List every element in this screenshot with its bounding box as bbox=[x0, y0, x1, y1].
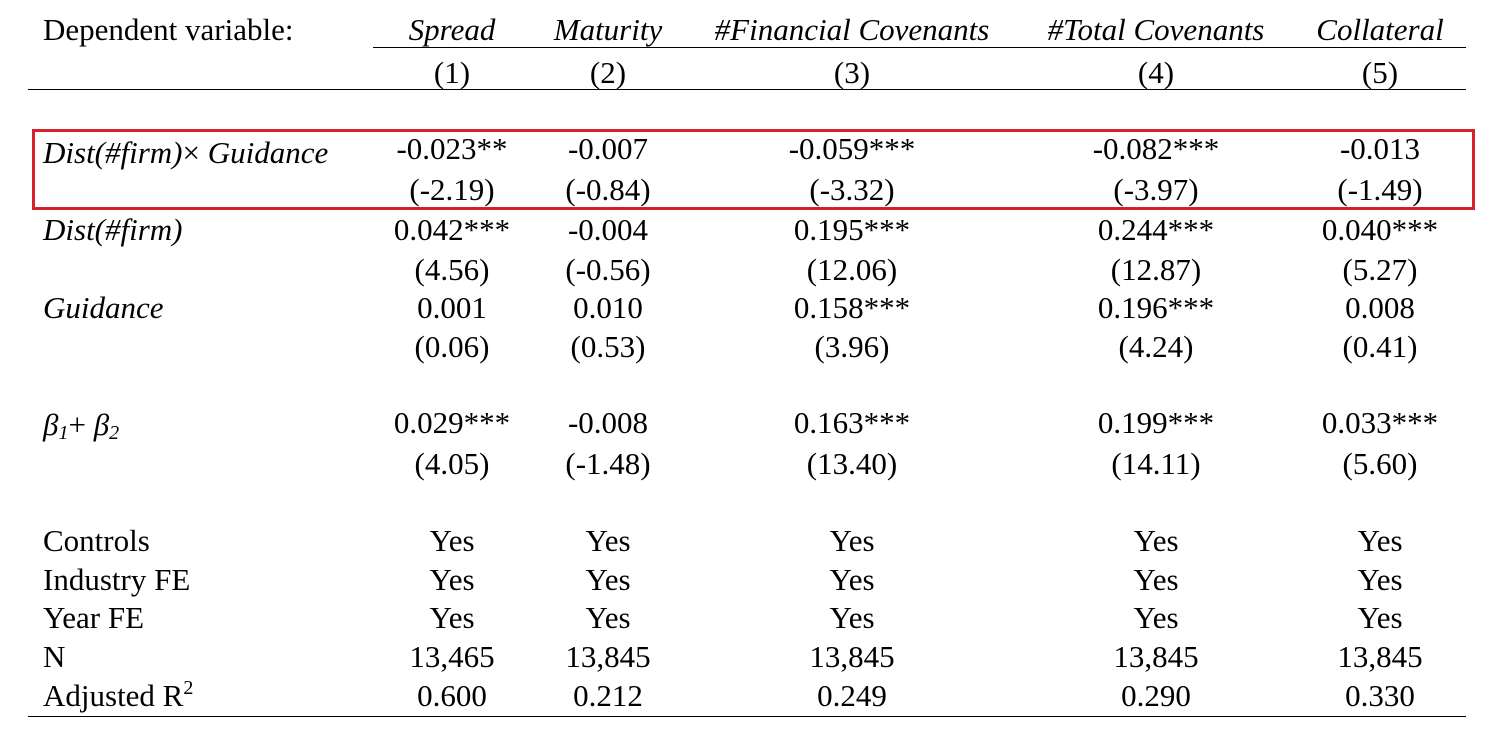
interaction-tstat-4: (-3.97) bbox=[1113, 172, 1199, 207]
row-label-adjusted-r2: Adjusted R2 bbox=[43, 677, 194, 713]
dist-tstat-4: (12.87) bbox=[1110, 252, 1202, 287]
beta-sum-tstat-4: (14.11) bbox=[1111, 446, 1201, 481]
adj-r2-value-4: 0.290 bbox=[1121, 678, 1191, 713]
table-top-rule bbox=[28, 89, 1466, 90]
column-header-maturity: Maturity bbox=[553, 12, 663, 47]
adj-r2-value-1: 0.600 bbox=[417, 678, 487, 713]
row-label-dist: Dist(#firm) bbox=[43, 212, 183, 247]
year-fe-value-2: Yes bbox=[585, 600, 631, 635]
adjusted-r-superscript: 2 bbox=[183, 677, 194, 699]
highlight-box bbox=[32, 129, 1475, 210]
beta-1-subscript: 1 bbox=[58, 422, 69, 444]
industry-fe-value-5: Yes bbox=[1357, 562, 1403, 597]
interaction-coef-2: -0.007 bbox=[567, 131, 649, 166]
beta-sum-coef-4: 0.199*** bbox=[1097, 405, 1215, 440]
controls-value-2: Yes bbox=[585, 523, 631, 558]
column-number-5: (5) bbox=[1361, 55, 1399, 90]
beta-plus: + bbox=[68, 407, 94, 442]
year-fe-value-1: Yes bbox=[429, 600, 475, 635]
dist-coef-5: 0.040*** bbox=[1321, 212, 1439, 247]
beta-sum-tstat-1: (4.05) bbox=[414, 446, 490, 481]
beta-sum-coef-5: 0.033*** bbox=[1321, 405, 1439, 440]
interaction-coef-4: -0.082*** bbox=[1092, 131, 1220, 166]
guidance-tstat-1: (0.06) bbox=[414, 329, 490, 364]
column-header-total-covenants: #Total Covenants bbox=[1047, 12, 1265, 47]
beta-sum-coef-2: -0.008 bbox=[567, 405, 649, 440]
row-label-n: N bbox=[43, 639, 66, 674]
beta-sum-coef-1: 0.029*** bbox=[393, 405, 511, 440]
dist-coef-1: 0.042*** bbox=[393, 212, 511, 247]
adj-r2-value-2: 0.212 bbox=[573, 678, 643, 713]
interaction-coef-3: -0.059*** bbox=[788, 131, 916, 166]
column-header-collateral: Collateral bbox=[1316, 12, 1444, 47]
guidance-coef-3: 0.158*** bbox=[793, 290, 911, 325]
dist-tstat-5: (5.27) bbox=[1342, 252, 1418, 287]
interaction-tstat-2: (-0.84) bbox=[565, 172, 651, 207]
interaction-label-guidance: Guidance bbox=[199, 135, 329, 170]
year-fe-value-5: Yes bbox=[1357, 600, 1403, 635]
guidance-tstat-3: (3.96) bbox=[814, 329, 890, 364]
guidance-tstat-4: (4.24) bbox=[1118, 329, 1194, 364]
row-label-interaction: Dist(#firm)× Guidance bbox=[43, 137, 328, 168]
dist-coef-2: -0.004 bbox=[567, 212, 649, 247]
dist-coef-4: 0.244*** bbox=[1097, 212, 1215, 247]
adj-r2-value-5: 0.330 bbox=[1345, 678, 1415, 713]
guidance-coef-2: 0.010 bbox=[573, 290, 643, 325]
interaction-label-dist: Dist(#firm) bbox=[43, 135, 183, 170]
adjusted-r-text: Adjusted R bbox=[43, 678, 184, 713]
row-label-industry-fe: Industry FE bbox=[43, 562, 191, 597]
year-fe-value-4: Yes bbox=[1133, 600, 1179, 635]
guidance-coef-5: 0.008 bbox=[1345, 290, 1415, 325]
interaction-label-times: × bbox=[182, 135, 200, 170]
industry-fe-value-2: Yes bbox=[585, 562, 631, 597]
guidance-tstat-2: (0.53) bbox=[570, 329, 646, 364]
dependent-variable-label: Dependent variable: bbox=[43, 12, 294, 47]
column-number-1: (1) bbox=[433, 55, 471, 90]
column-number-4: (4) bbox=[1137, 55, 1175, 90]
controls-value-4: Yes bbox=[1133, 523, 1179, 558]
dist-tstat-2: (-0.56) bbox=[565, 252, 651, 287]
beta-1-symbol: β bbox=[43, 407, 59, 442]
year-fe-value-3: Yes bbox=[829, 600, 875, 635]
interaction-coef-5: -0.013 bbox=[1339, 131, 1421, 166]
n-value-2: 13,845 bbox=[565, 639, 651, 674]
controls-value-1: Yes bbox=[429, 523, 475, 558]
interaction-tstat-5: (-1.49) bbox=[1337, 172, 1423, 207]
dist-coef-3: 0.195*** bbox=[793, 212, 911, 247]
n-value-1: 13,465 bbox=[409, 639, 495, 674]
adj-r2-value-3: 0.249 bbox=[817, 678, 887, 713]
guidance-tstat-5: (0.41) bbox=[1342, 329, 1418, 364]
beta-sum-tstat-2: (-1.48) bbox=[565, 446, 651, 481]
industry-fe-value-4: Yes bbox=[1133, 562, 1179, 597]
beta-sum-coef-3: 0.163*** bbox=[793, 405, 911, 440]
guidance-coef-4: 0.196*** bbox=[1097, 290, 1215, 325]
industry-fe-value-1: Yes bbox=[429, 562, 475, 597]
controls-value-3: Yes bbox=[829, 523, 875, 558]
beta-2-symbol: β bbox=[93, 407, 110, 442]
row-label-guidance: Guidance bbox=[43, 290, 164, 325]
interaction-tstat-3: (-3.32) bbox=[809, 172, 895, 207]
guidance-coef-1: 0.001 bbox=[417, 290, 487, 325]
controls-value-5: Yes bbox=[1357, 523, 1403, 558]
dist-tstat-3: (12.06) bbox=[806, 252, 898, 287]
header-rule bbox=[373, 47, 1466, 48]
row-label-year-fe: Year FE bbox=[43, 600, 145, 635]
n-value-4: 13,845 bbox=[1113, 639, 1199, 674]
row-label-beta-sum: β1+ β2 bbox=[43, 407, 119, 443]
n-value-3: 13,845 bbox=[809, 639, 895, 674]
n-value-5: 13,845 bbox=[1337, 639, 1423, 674]
column-number-3: (3) bbox=[833, 55, 871, 90]
column-header-financial-covenants: #Financial Covenants bbox=[714, 12, 990, 47]
column-header-spread: Spread bbox=[408, 12, 496, 47]
interaction-coef-1: -0.023** bbox=[396, 131, 508, 166]
beta-sum-tstat-5: (5.60) bbox=[1342, 446, 1418, 481]
beta-sum-tstat-3: (13.40) bbox=[806, 446, 898, 481]
table-bottom-rule bbox=[28, 716, 1466, 717]
industry-fe-value-3: Yes bbox=[829, 562, 875, 597]
dist-tstat-1: (4.56) bbox=[414, 252, 490, 287]
beta-2-subscript: 2 bbox=[109, 422, 120, 444]
row-label-controls: Controls bbox=[43, 523, 150, 558]
column-number-2: (2) bbox=[589, 55, 627, 90]
interaction-tstat-1: (-2.19) bbox=[409, 172, 495, 207]
